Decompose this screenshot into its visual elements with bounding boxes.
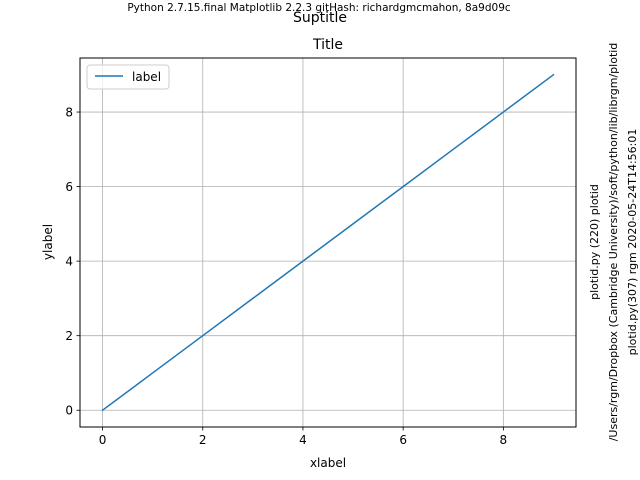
series-layer — [101, 73, 555, 412]
x-ticks: 0 2 4 6 8 — [99, 427, 507, 447]
chart-title: Title — [312, 37, 343, 53]
x-tick-label: 2 — [199, 433, 207, 447]
y-tick-label: 4 — [65, 255, 73, 269]
axes-frame — [79, 57, 577, 428]
plot-area: 0 2 4 6 8 0 2 4 6 8 — [65, 57, 577, 447]
legend-label: label — [132, 70, 161, 84]
y-tick-label: 8 — [65, 106, 73, 120]
x-tick-label: 0 — [99, 433, 107, 447]
y-tick-label: 0 — [65, 404, 73, 418]
side-note-1: plotid.py (220) plotid — [588, 184, 601, 300]
side-note-2: /Users/rgm/Dropbox (Cambridge University… — [607, 43, 620, 442]
x-tick-label: 4 — [299, 433, 307, 447]
series-line — [101, 73, 555, 412]
grid-lines-y — [80, 111, 576, 411]
side-note-3: plotid.py(307) rgm 2020-05-24T14:56:01 — [626, 129, 639, 356]
suptitle: Suptitle — [293, 10, 347, 26]
legend-box — [86, 64, 170, 90]
x-tick-label: 6 — [399, 433, 407, 447]
y-tick-label: 6 — [65, 180, 73, 194]
x-tick-label: 8 — [500, 433, 508, 447]
version-text: Python 2.7.15.final Matplotlib 2.2.3 git… — [127, 2, 511, 14]
y-axis-label: ylabel — [41, 224, 55, 260]
grid-lines-x — [102, 58, 504, 427]
y-ticks: 0 2 4 6 8 — [65, 106, 80, 418]
y-tick-label: 2 — [65, 329, 73, 343]
x-axis-label: xlabel — [310, 456, 346, 470]
legend: label — [86, 64, 170, 90]
